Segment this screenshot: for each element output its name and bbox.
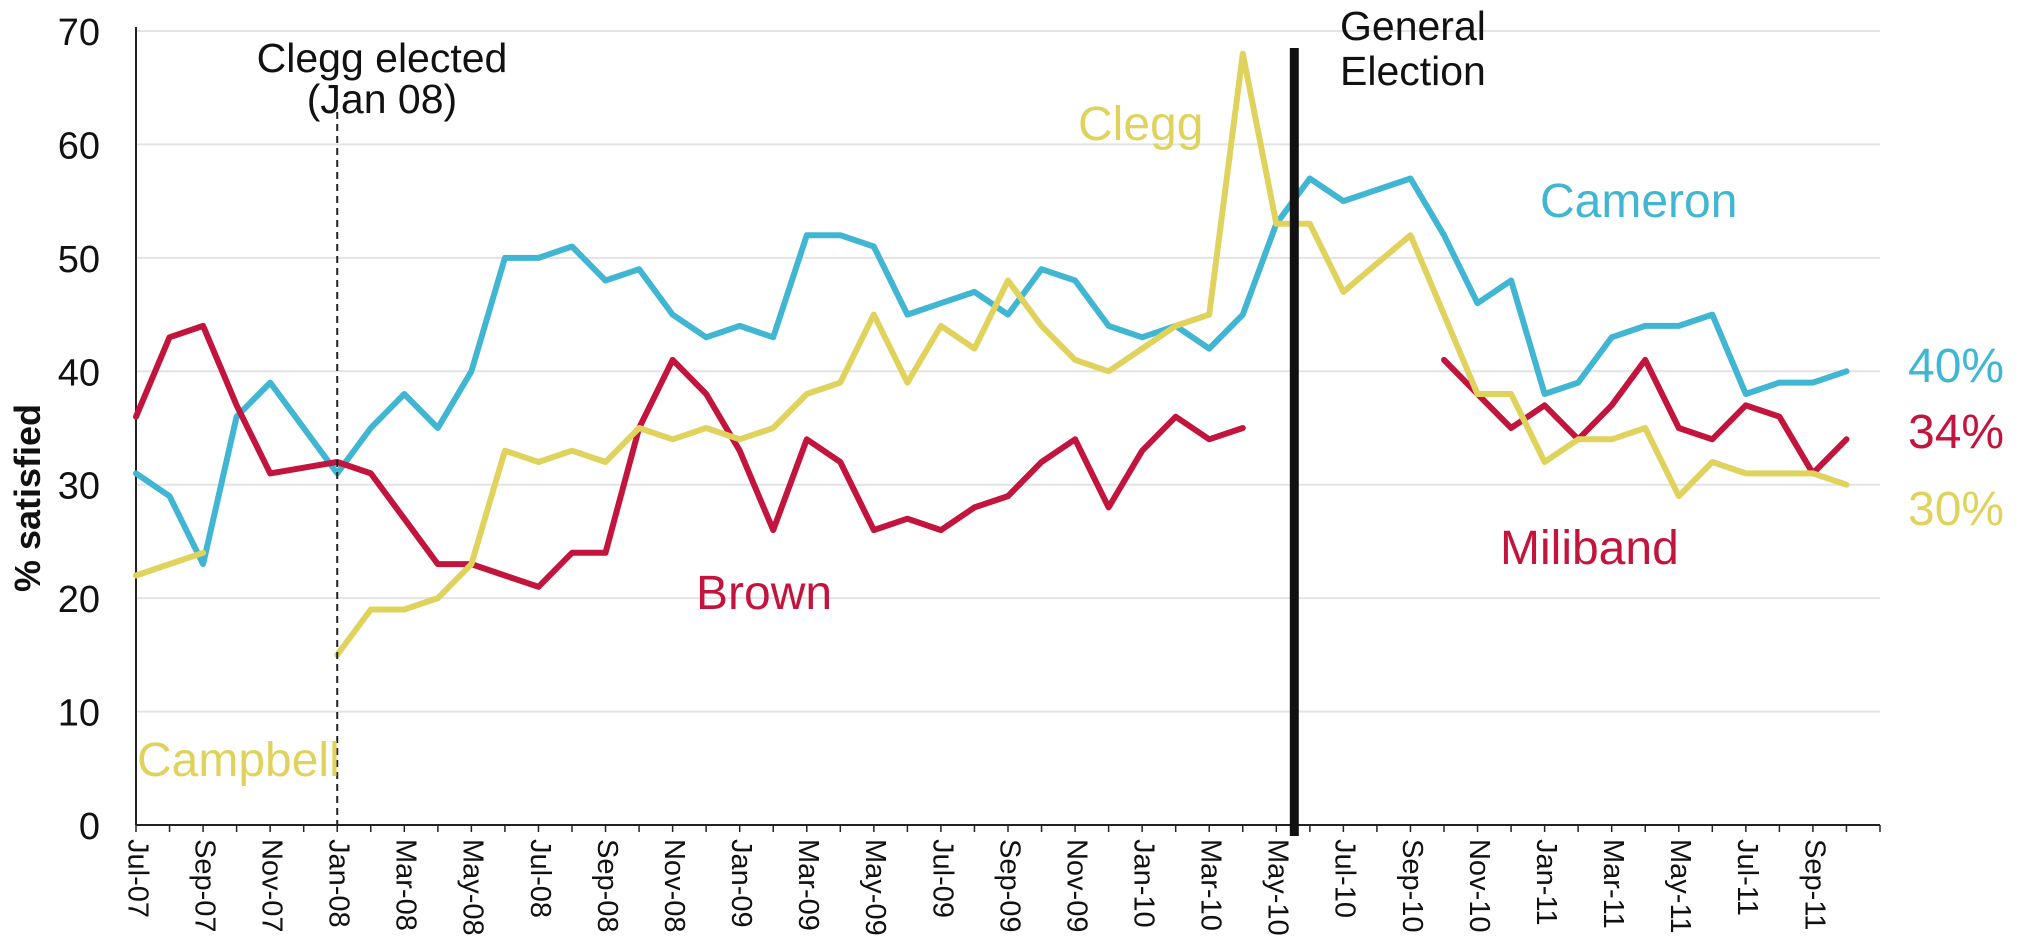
series-line-clegg	[334, 50, 1850, 658]
x-tick-label: Sep-07	[188, 839, 220, 933]
series-label-clegg: Clegg	[1078, 98, 1203, 151]
series-line-cameron	[133, 175, 1850, 568]
y-tick-label: 60	[58, 125, 100, 167]
x-tick-label: Nov-07	[255, 839, 287, 933]
axes	[135, 27, 1880, 826]
series-label-miliband: Miliband	[1500, 522, 1679, 575]
series-lines	[133, 50, 1850, 658]
series-label-campbell: Campbell	[137, 734, 340, 787]
x-tick-label: Jul-10	[1329, 839, 1361, 918]
x-tick-label: Mar-09	[792, 839, 824, 931]
series-label-brown: Brown	[696, 567, 832, 620]
end-label-cameron: 40%	[1908, 340, 2004, 393]
series-line-miliband	[1441, 356, 1850, 477]
x-tick-label: Mar-10	[1195, 839, 1227, 931]
series-labels: Cameron Brown Miliband Campbell Clegg	[137, 98, 1737, 787]
y-tick-label: 20	[58, 579, 100, 621]
series-line-brown	[133, 322, 1246, 590]
clegg-elected-annotation: (Jan 08)	[307, 76, 457, 122]
x-tick-label: Sep-11	[1798, 839, 1830, 930]
y-tick-label: 40	[58, 352, 100, 394]
end-label-miliband: 34%	[1908, 406, 2004, 459]
x-tick-label: Nov-08	[658, 839, 690, 933]
x-tick-label: Jul-11	[1731, 839, 1763, 916]
x-tick-label: Jan-11	[1530, 839, 1562, 926]
x-tick-label: Sep-10	[1396, 839, 1428, 933]
x-tick-label: Mar-11	[1597, 839, 1629, 929]
end-label-clegg: 30%	[1908, 483, 2004, 536]
y-tick-labels: 0 10 20 30 40 50 60 70	[58, 12, 100, 848]
y-tick-label: 0	[79, 806, 100, 848]
x-tick-label: Jan-10	[1127, 839, 1159, 928]
x-tick-label: May-11	[1664, 839, 1696, 934]
y-tick-label: 50	[58, 239, 100, 281]
x-tick-label: Jan-08	[323, 839, 355, 928]
x-tick-label: Sep-08	[591, 839, 623, 933]
y-tick-label: 30	[58, 466, 100, 508]
x-tick-label: Nov-09	[1060, 839, 1092, 933]
x-tick-label: Jul-07	[121, 839, 153, 918]
general-election-annotation: Election	[1340, 48, 1486, 94]
x-tick-label: Jul-09	[926, 839, 958, 918]
clegg-elected-annotation: Clegg elected	[257, 35, 508, 81]
x-tick-label: May-10	[1262, 839, 1294, 936]
x-tick-labels: Jul-07 Sep-07 Nov-07 Jan-08 Mar-08 May-08 Jul-…	[121, 825, 1881, 936]
x-tick-label: Jan-09	[725, 839, 757, 928]
x-tick-label: May-08	[457, 839, 489, 936]
gridlines	[136, 30, 1880, 713]
x-tick-label: Nov-10	[1463, 839, 1495, 933]
y-tick-label: 10	[58, 693, 100, 735]
x-tick-label: Sep-09	[993, 839, 1025, 933]
y-axis-label: % satisfied	[7, 404, 48, 592]
general-election-annotation: General	[1340, 3, 1486, 49]
x-tick-label: Jul-08	[524, 839, 556, 918]
series-line-campbell	[133, 549, 207, 579]
y-tick-label: 70	[58, 12, 100, 54]
end-value-labels: 40% 34% 30%	[1908, 340, 2004, 536]
x-tick-label: May-09	[859, 839, 891, 936]
series-label-cameron: Cameron	[1540, 175, 1737, 228]
x-tick-label: Mar-08	[390, 839, 422, 931]
